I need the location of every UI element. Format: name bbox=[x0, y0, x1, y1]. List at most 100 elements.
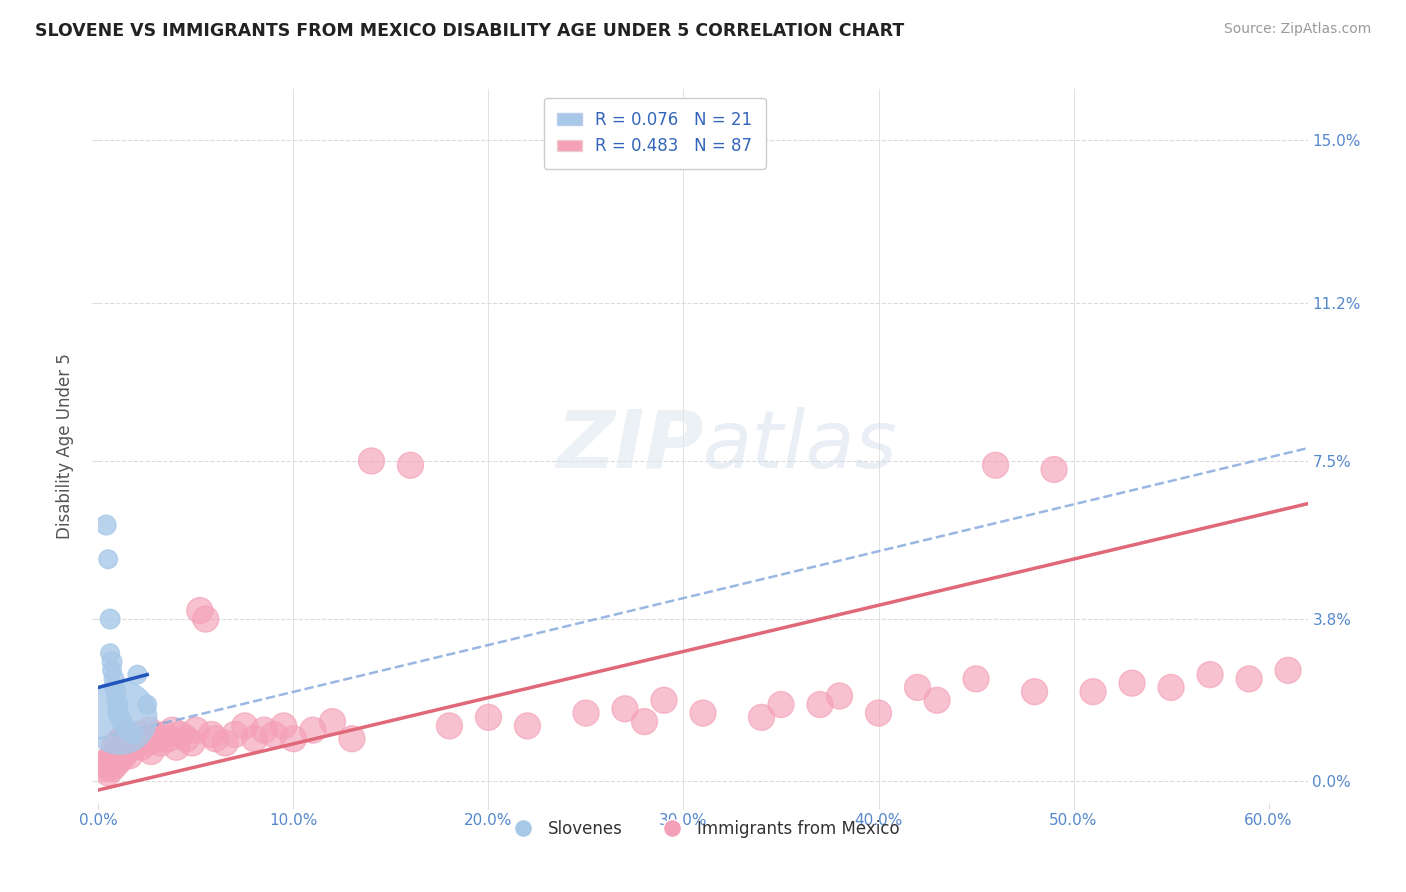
Point bbox=[97, 753, 120, 767]
Point bbox=[1277, 663, 1299, 677]
Point bbox=[204, 731, 226, 746]
Point bbox=[692, 706, 714, 720]
Point bbox=[1121, 676, 1143, 690]
Point bbox=[117, 723, 139, 738]
Y-axis label: Disability Age Under 5: Disability Age Under 5 bbox=[56, 353, 75, 539]
Point bbox=[136, 736, 159, 750]
Point bbox=[112, 748, 135, 763]
Point bbox=[98, 757, 121, 772]
Point bbox=[101, 748, 124, 763]
Point bbox=[93, 757, 115, 772]
Point bbox=[751, 710, 773, 724]
Point bbox=[273, 719, 295, 733]
Point bbox=[112, 719, 135, 733]
Point bbox=[184, 723, 207, 738]
Point bbox=[128, 727, 150, 741]
Point bbox=[97, 765, 120, 780]
Point bbox=[101, 663, 124, 677]
Point bbox=[117, 740, 139, 755]
Point bbox=[165, 740, 187, 755]
Point bbox=[243, 731, 266, 746]
Point bbox=[181, 736, 204, 750]
Point bbox=[233, 719, 256, 733]
Point bbox=[98, 612, 121, 626]
Point bbox=[194, 612, 217, 626]
Text: Source: ZipAtlas.com: Source: ZipAtlas.com bbox=[1223, 22, 1371, 37]
Point bbox=[1081, 684, 1104, 698]
Point bbox=[1237, 672, 1260, 686]
Point bbox=[111, 714, 134, 729]
Point bbox=[104, 684, 127, 698]
Point bbox=[104, 693, 127, 707]
Point bbox=[132, 731, 155, 746]
Point bbox=[188, 603, 211, 617]
Point bbox=[439, 719, 461, 733]
Point bbox=[157, 731, 180, 746]
Point bbox=[138, 723, 160, 738]
Point bbox=[169, 727, 191, 741]
Point bbox=[96, 518, 118, 533]
Text: atlas: atlas bbox=[703, 407, 898, 485]
Point bbox=[162, 723, 184, 738]
Point bbox=[477, 710, 499, 724]
Point bbox=[214, 736, 236, 750]
Point bbox=[224, 727, 246, 741]
Point bbox=[253, 723, 276, 738]
Point bbox=[96, 762, 118, 776]
Point bbox=[146, 731, 169, 746]
Point bbox=[107, 706, 129, 720]
Point bbox=[103, 672, 125, 686]
Point bbox=[127, 736, 149, 750]
Point bbox=[1043, 462, 1066, 476]
Point bbox=[302, 723, 325, 738]
Point bbox=[101, 762, 124, 776]
Point bbox=[136, 698, 159, 712]
Point bbox=[103, 753, 125, 767]
Point bbox=[965, 672, 987, 686]
Point bbox=[107, 736, 129, 750]
Point bbox=[340, 731, 363, 746]
Point bbox=[122, 727, 145, 741]
Point bbox=[652, 693, 675, 707]
Point bbox=[131, 740, 153, 755]
Legend: Slovenes, Immigrants from Mexico: Slovenes, Immigrants from Mexico bbox=[499, 814, 907, 845]
Point bbox=[98, 646, 121, 660]
Point bbox=[111, 745, 134, 759]
Point bbox=[360, 454, 382, 468]
Text: ZIP: ZIP bbox=[555, 407, 703, 485]
Point bbox=[127, 667, 149, 681]
Point bbox=[808, 698, 831, 712]
Point bbox=[575, 706, 598, 720]
Point bbox=[112, 736, 135, 750]
Point bbox=[1199, 667, 1222, 681]
Point bbox=[321, 714, 343, 729]
Point bbox=[108, 740, 131, 755]
Point bbox=[139, 745, 162, 759]
Point bbox=[114, 745, 136, 759]
Point bbox=[121, 736, 143, 750]
Point bbox=[118, 748, 141, 763]
Text: SLOVENE VS IMMIGRANTS FROM MEXICO DISABILITY AGE UNDER 5 CORRELATION CHART: SLOVENE VS IMMIGRANTS FROM MEXICO DISABI… bbox=[35, 22, 904, 40]
Point bbox=[107, 702, 129, 716]
Point bbox=[828, 689, 851, 703]
Point bbox=[614, 702, 637, 716]
Point bbox=[114, 727, 136, 741]
Point bbox=[104, 745, 127, 759]
Point bbox=[925, 693, 948, 707]
Point bbox=[101, 655, 124, 669]
Point bbox=[868, 706, 890, 720]
Point bbox=[1024, 684, 1046, 698]
Point bbox=[149, 736, 172, 750]
Point bbox=[103, 740, 125, 755]
Point bbox=[122, 740, 145, 755]
Point bbox=[283, 731, 305, 746]
Point bbox=[1160, 681, 1182, 695]
Point bbox=[111, 731, 134, 746]
Point bbox=[142, 727, 165, 741]
Point bbox=[97, 552, 120, 566]
Point bbox=[633, 714, 655, 729]
Point bbox=[174, 731, 197, 746]
Point bbox=[107, 748, 129, 763]
Point bbox=[107, 698, 129, 712]
Point bbox=[769, 698, 792, 712]
